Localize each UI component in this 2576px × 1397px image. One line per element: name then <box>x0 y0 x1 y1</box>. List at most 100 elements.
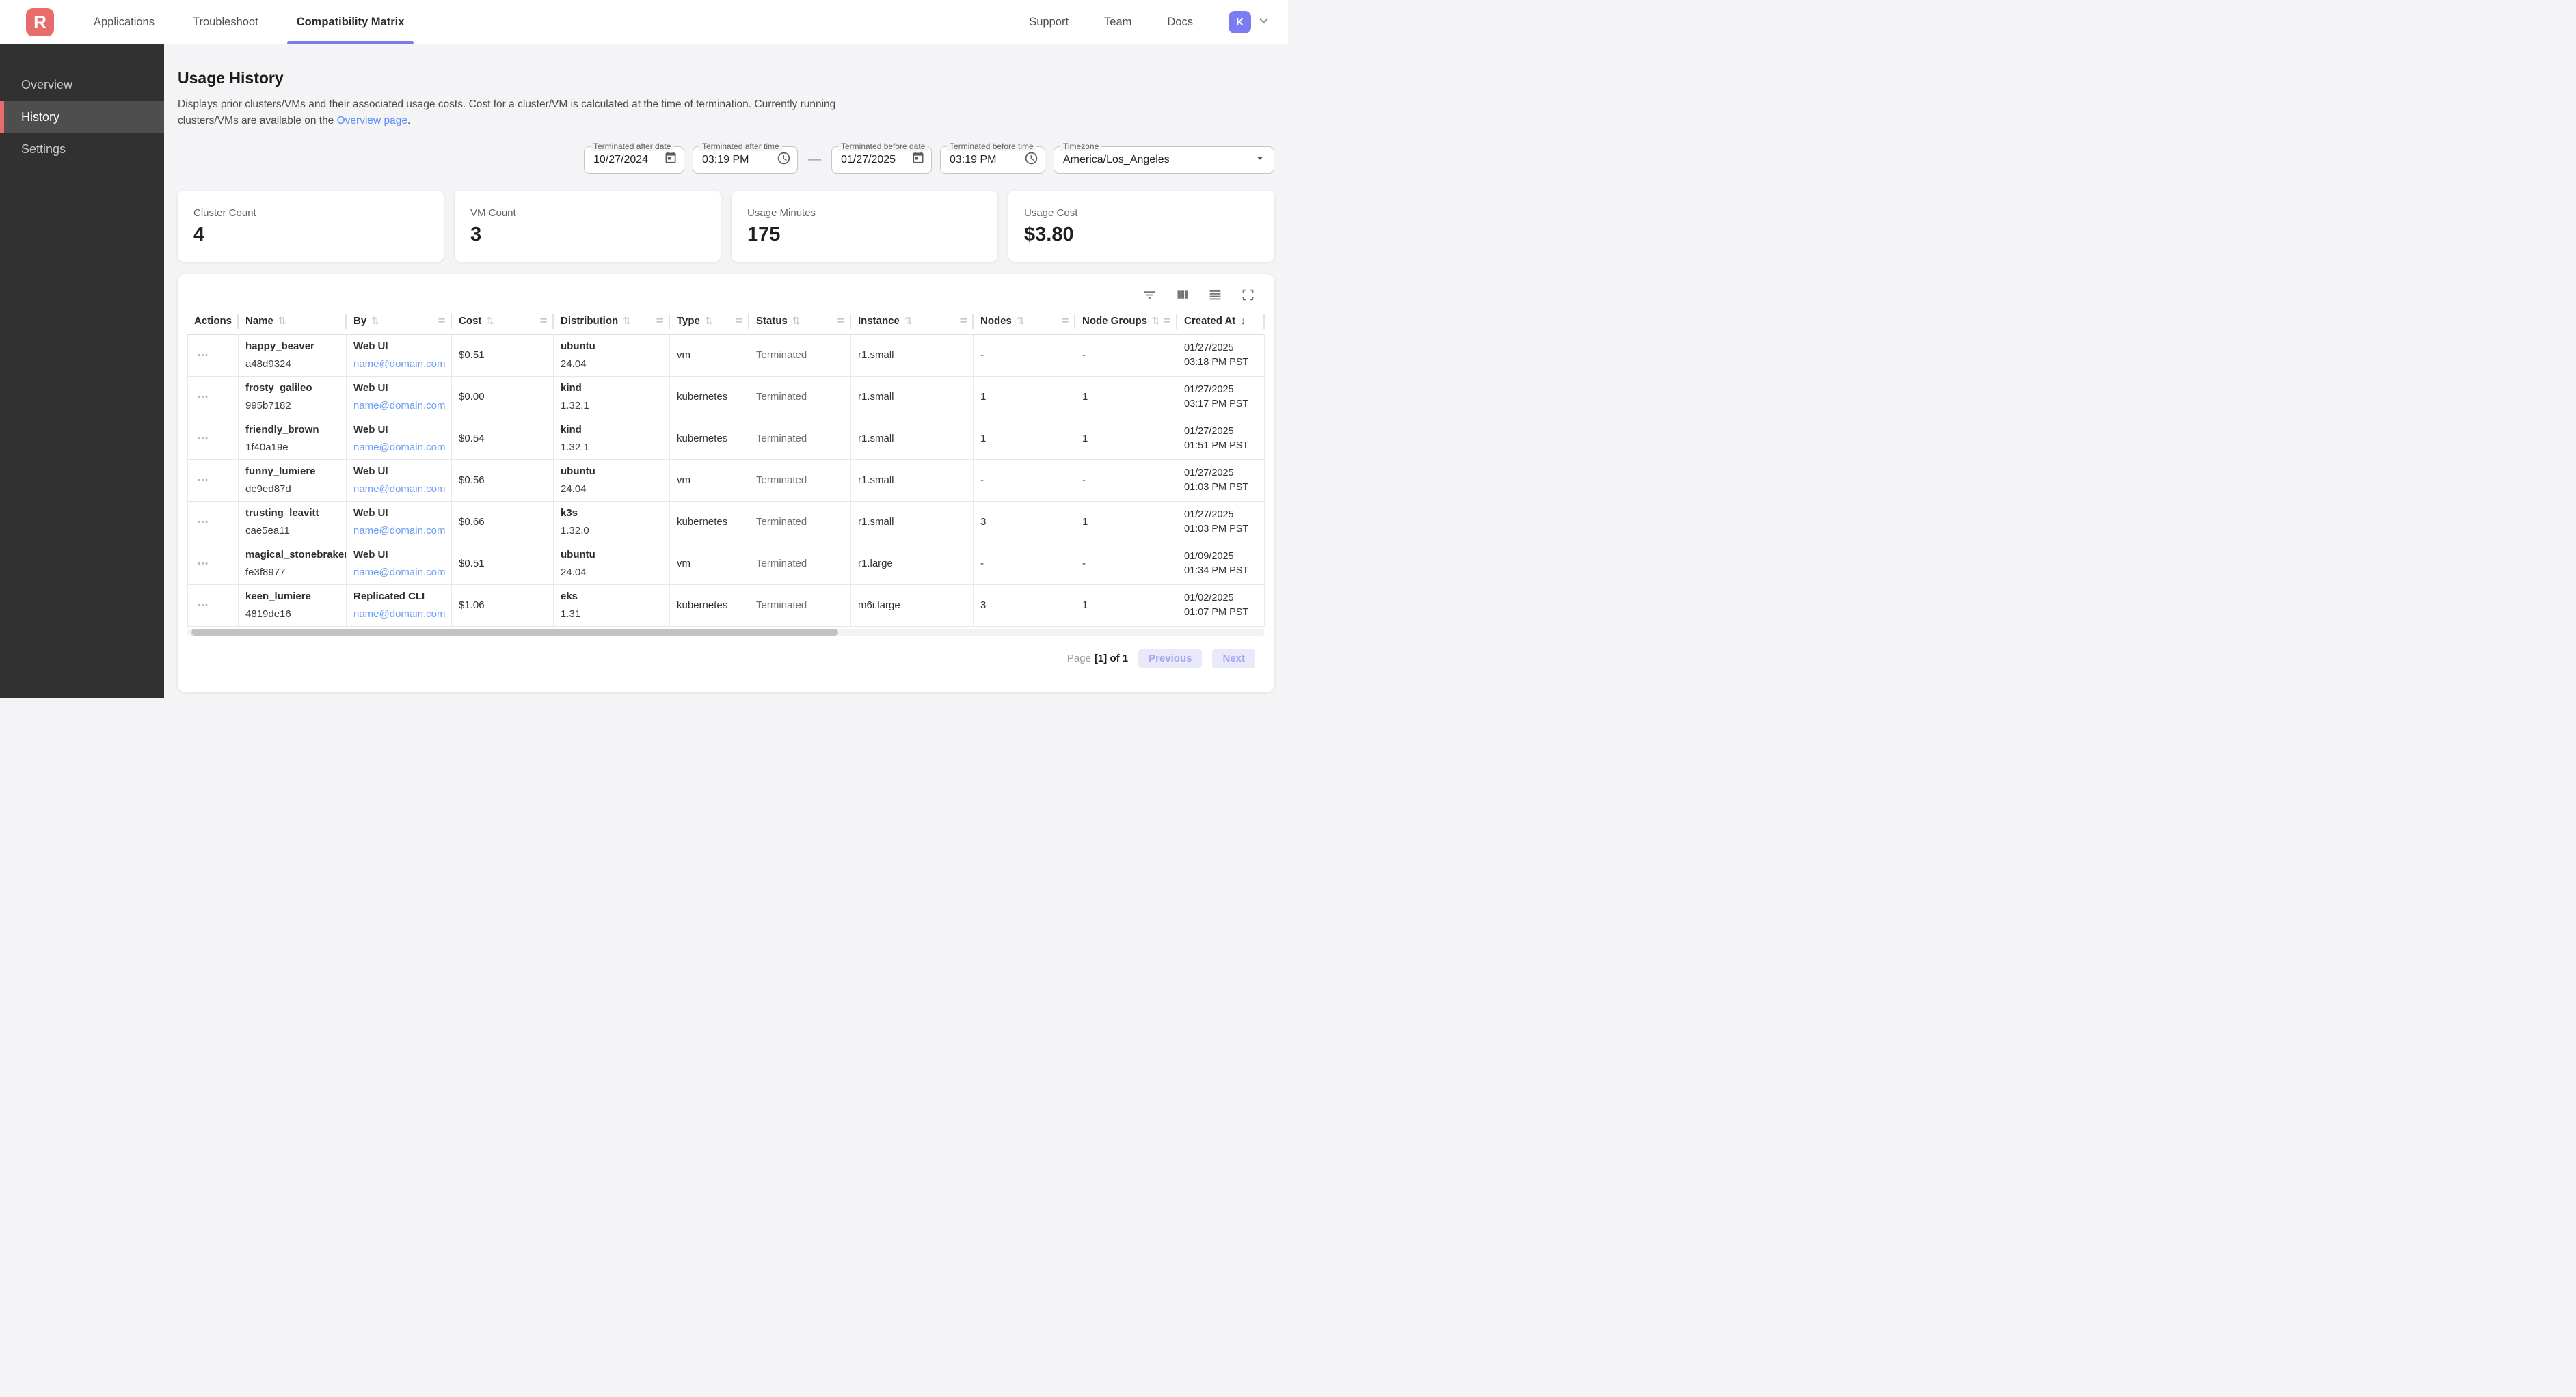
terminated-after-time-field[interactable]: Terminated after time 03:19 PM <box>693 141 798 174</box>
nav-link-team[interactable]: Team <box>1104 16 1132 28</box>
row-actions-menu-icon[interactable] <box>196 515 209 528</box>
column-header-name[interactable]: Name ⇅ <box>239 308 347 334</box>
sort-icon[interactable]: ⇅ <box>1152 315 1160 327</box>
table-row[interactable]: funny_lumiere de9ed87d Web UI name@domai… <box>187 459 1265 502</box>
avatar[interactable]: K <box>1229 11 1251 33</box>
page-indicator: Page [1] of 1 <box>1067 653 1128 664</box>
sort-icon[interactable]: ⇅ <box>904 315 913 327</box>
column-header-cost[interactable]: Cost ⇅ = <box>452 308 554 334</box>
overview-page-link[interactable]: Overview page <box>336 115 408 127</box>
sort-icon[interactable]: ⇅ <box>278 315 286 327</box>
row-actions-menu-icon[interactable] <box>196 432 209 445</box>
sidebar-item-settings[interactable]: Settings <box>21 142 66 156</box>
table-row[interactable]: happy_beaver a48d9324 Web UI name@domain… <box>187 334 1265 377</box>
timezone-value[interactable]: America/Los_Angeles <box>1063 153 1170 165</box>
cell-status: Terminated <box>749 418 851 459</box>
sort-icon[interactable]: ⇅ <box>486 315 495 327</box>
filter-icon[interactable] <box>1142 288 1157 302</box>
terminated-before-time-field[interactable]: Terminated before time 03:19 PM <box>940 141 1045 174</box>
sort-icon[interactable]: ⇅ <box>792 315 801 327</box>
node-groups-value: 1 <box>1082 599 1088 612</box>
calendar-icon[interactable] <box>657 151 677 168</box>
horizontal-scrollbar-thumb[interactable] <box>191 628 838 636</box>
node-groups-value: 1 <box>1082 433 1088 445</box>
stat-value: 3 <box>470 223 482 245</box>
column-menu-icon[interactable]: = <box>656 315 664 327</box>
column-header-distribution[interactable]: Distribution ⇅ = <box>554 308 670 334</box>
terminated-after-time-value[interactable]: 03:19 PM <box>702 153 749 165</box>
created-by-email-link[interactable]: name@domain.com <box>353 608 446 621</box>
sort-icon[interactable]: ⇅ <box>371 315 379 327</box>
column-header-nodes[interactable]: Nodes ⇅ = <box>974 308 1075 334</box>
column-header-instance[interactable]: Instance ⇅ = <box>851 308 974 334</box>
created-by-email-link[interactable]: name@domain.com <box>353 400 446 412</box>
column-header-by[interactable]: By ⇅ = <box>347 308 452 334</box>
table-row[interactable]: magical_stonebraker fe3f8977 Web UI name… <box>187 543 1265 585</box>
sort-desc-icon[interactable]: ↓ <box>1240 314 1246 327</box>
terminated-before-time-value[interactable]: 03:19 PM <box>950 153 997 165</box>
cost-value: $0.56 <box>459 474 485 487</box>
distribution-version: 1.32.1 <box>561 400 589 412</box>
terminated-after-date-value[interactable]: 10/27/2024 <box>593 153 649 165</box>
sidebar-item-overview[interactable]: Overview <box>21 78 73 92</box>
horizontal-scrollbar-track[interactable] <box>187 628 1265 636</box>
nav-link-support[interactable]: Support <box>1029 16 1069 28</box>
created-by-email-link[interactable]: name@domain.com <box>353 442 446 454</box>
sort-icon[interactable]: ⇅ <box>1016 315 1025 327</box>
column-header-created-at[interactable]: Created At ↓ <box>1177 308 1265 334</box>
timezone-select[interactable]: Timezone America/Los_Angeles <box>1054 141 1274 174</box>
created-by-email-link[interactable]: name@domain.com <box>353 358 446 370</box>
column-header-actions[interactable]: Actions <box>187 308 239 334</box>
table-row[interactable]: trusting_leavitt cae5ea11 Web UI name@do… <box>187 501 1265 543</box>
fullscreen-icon[interactable] <box>1241 288 1255 302</box>
nav-link-docs[interactable]: Docs <box>1167 16 1193 28</box>
clock-icon[interactable] <box>770 151 791 169</box>
tab-troubleshoot[interactable]: Troubleshoot <box>192 16 258 28</box>
column-header-node-groups[interactable]: Node Groups ⇅ = <box>1075 308 1177 334</box>
tab-compatibility-matrix[interactable]: Compatibility Matrix <box>278 0 424 44</box>
cell-cost: $0.51 <box>452 334 554 376</box>
sidebar-item-history[interactable]: History <box>0 101 164 133</box>
column-menu-icon[interactable]: = <box>837 315 845 327</box>
column-menu-icon[interactable]: = <box>438 315 446 327</box>
created-by-email-link[interactable]: name@domain.com <box>353 483 446 496</box>
table-row[interactable]: friendly_brown 1f40a19e Web UI name@doma… <box>187 418 1265 460</box>
created-by-email-link[interactable]: name@domain.com <box>353 567 446 579</box>
account-menu[interactable]: K <box>1229 11 1270 33</box>
column-menu-icon[interactable]: = <box>735 315 743 327</box>
clock-icon[interactable] <box>1017 151 1038 169</box>
table-row[interactable]: keen_lumiere 4819de16 Replicated CLI nam… <box>187 584 1265 627</box>
terminated-before-date-field[interactable]: Terminated before date 01/27/2025 <box>831 141 932 174</box>
terminated-after-date-field[interactable]: Terminated after date 10/27/2024 <box>584 141 684 174</box>
chevron-down-icon[interactable] <box>1257 14 1270 31</box>
column-menu-icon[interactable]: = <box>1163 315 1171 327</box>
column-header-status[interactable]: Status ⇅ = <box>749 308 851 334</box>
terminated-before-date-label: Terminated before date <box>838 141 928 151</box>
density-icon[interactable] <box>1208 288 1222 302</box>
column-header-type[interactable]: Type ⇅ = <box>670 308 749 334</box>
row-actions-menu-icon[interactable] <box>196 474 209 487</box>
cell-type: vm <box>670 334 749 376</box>
tab-applications[interactable]: Applications <box>94 16 155 28</box>
table-row[interactable]: frosty_galileo 995b7182 Web UI name@doma… <box>187 376 1265 418</box>
column-menu-icon[interactable]: = <box>959 315 967 327</box>
dropdown-arrow-icon[interactable] <box>1246 150 1267 169</box>
next-page-button[interactable]: Next <box>1212 648 1255 668</box>
calendar-icon[interactable] <box>904 151 925 168</box>
row-actions-menu-icon[interactable] <box>196 390 209 403</box>
type-value: vm <box>677 558 690 570</box>
row-actions-menu-icon[interactable] <box>196 599 209 612</box>
row-actions-menu-icon[interactable] <box>196 557 209 570</box>
columns-icon[interactable] <box>1175 288 1190 302</box>
column-menu-icon[interactable]: = <box>1061 315 1069 327</box>
sort-icon[interactable]: ⇅ <box>704 315 713 327</box>
previous-page-button[interactable]: Previous <box>1138 648 1203 668</box>
column-menu-icon[interactable]: = <box>539 315 548 327</box>
sort-icon[interactable]: ⇅ <box>623 315 631 327</box>
replicated-logo[interactable]: R <box>26 8 54 36</box>
created-by-email-link[interactable]: name@domain.com <box>353 525 446 537</box>
row-actions-menu-icon[interactable] <box>196 349 209 362</box>
distribution-version: 1.32.0 <box>561 525 589 537</box>
cluster-id: a48d9324 <box>245 358 291 370</box>
terminated-before-date-value[interactable]: 01/27/2025 <box>841 153 896 165</box>
